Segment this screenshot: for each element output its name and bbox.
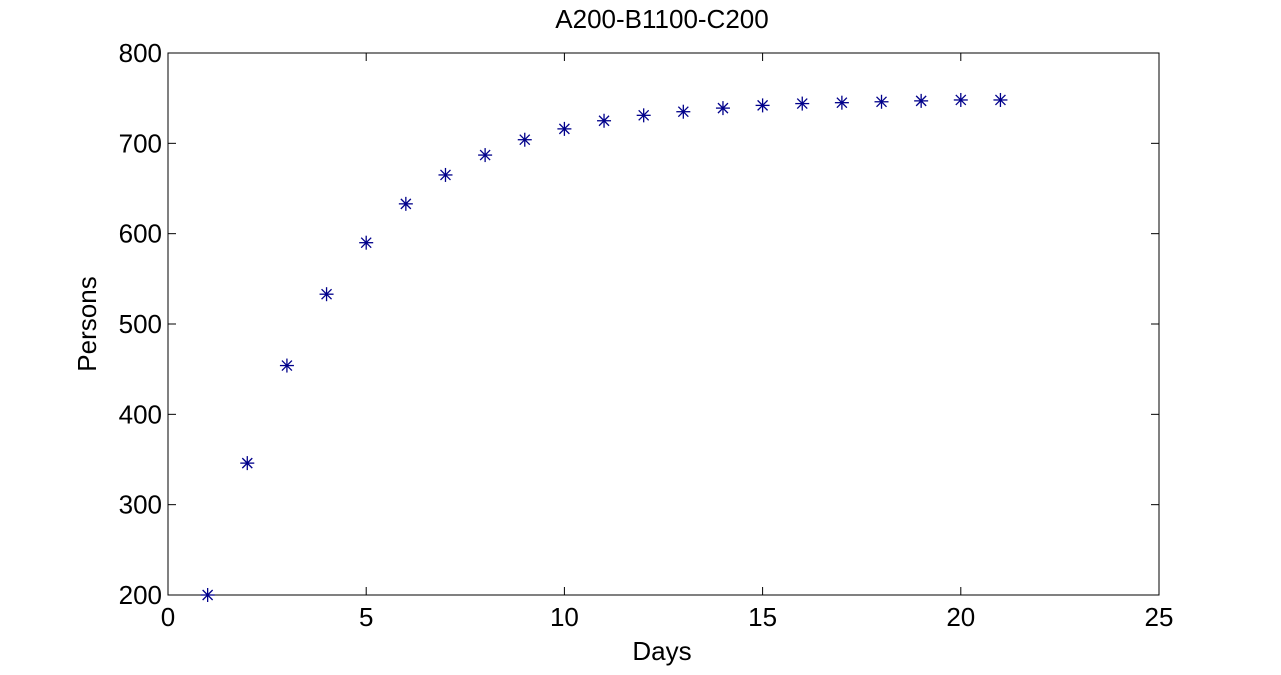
y-tick-label: 700	[119, 128, 162, 158]
data-point	[398, 196, 413, 211]
y-tick-label: 400	[119, 399, 162, 429]
marker-stroke	[281, 360, 293, 372]
x-tick-label: 25	[1145, 602, 1174, 632]
marker-stroke	[202, 589, 214, 601]
y-tick-label: 300	[119, 490, 162, 520]
marker-stroke	[360, 237, 372, 249]
data-point	[597, 113, 612, 128]
y-tick-label: 800	[119, 38, 162, 68]
y-tick-label: 500	[119, 309, 162, 339]
data-point	[834, 95, 849, 110]
marker-stroke	[400, 198, 412, 210]
chart-title: A200-B1100-C200	[555, 4, 768, 34]
marker-stroke	[479, 149, 491, 161]
data-point	[795, 96, 810, 111]
marker-stroke	[677, 106, 689, 118]
x-tick-label: 5	[359, 602, 373, 632]
data-point	[200, 588, 215, 602]
marker-stroke	[519, 134, 531, 146]
data-point	[517, 132, 532, 147]
marker-stroke	[241, 457, 253, 469]
data-point	[240, 456, 255, 471]
data-point	[438, 167, 453, 182]
x-tick-label: 0	[161, 602, 175, 632]
plot-frame	[167, 52, 1160, 596]
data-point	[636, 108, 651, 123]
marker-stroke	[955, 94, 967, 106]
data-point	[279, 358, 294, 373]
marker-stroke	[796, 98, 808, 110]
marker-stroke	[638, 109, 650, 121]
data-point	[953, 92, 968, 107]
data-point	[993, 92, 1008, 107]
marker-stroke	[598, 115, 610, 127]
x-tick-label: 15	[748, 602, 777, 632]
marker-stroke	[757, 99, 769, 111]
x-tick-label: 10	[550, 602, 579, 632]
y-tick-label: 600	[119, 219, 162, 249]
data-point	[874, 94, 889, 109]
data-point	[557, 121, 572, 136]
y-axis-label: Persons	[72, 276, 102, 371]
data-point	[478, 148, 493, 163]
x-axis-label: Days	[632, 636, 691, 666]
marker-stroke	[717, 102, 729, 114]
data-point	[319, 287, 334, 302]
data-point	[676, 104, 691, 119]
marker-stroke	[915, 95, 927, 107]
marker-stroke	[836, 97, 848, 109]
marker-stroke	[321, 288, 333, 300]
marker-stroke	[876, 96, 887, 108]
y-tick-label: 200	[119, 580, 162, 610]
marker-stroke	[440, 169, 451, 181]
marker-stroke	[558, 123, 570, 135]
marker-stroke	[994, 94, 1006, 106]
data-point	[359, 235, 374, 250]
data-point	[715, 101, 730, 116]
data-point	[755, 98, 770, 113]
x-tick-label: 20	[946, 602, 975, 632]
data-point	[914, 93, 929, 108]
